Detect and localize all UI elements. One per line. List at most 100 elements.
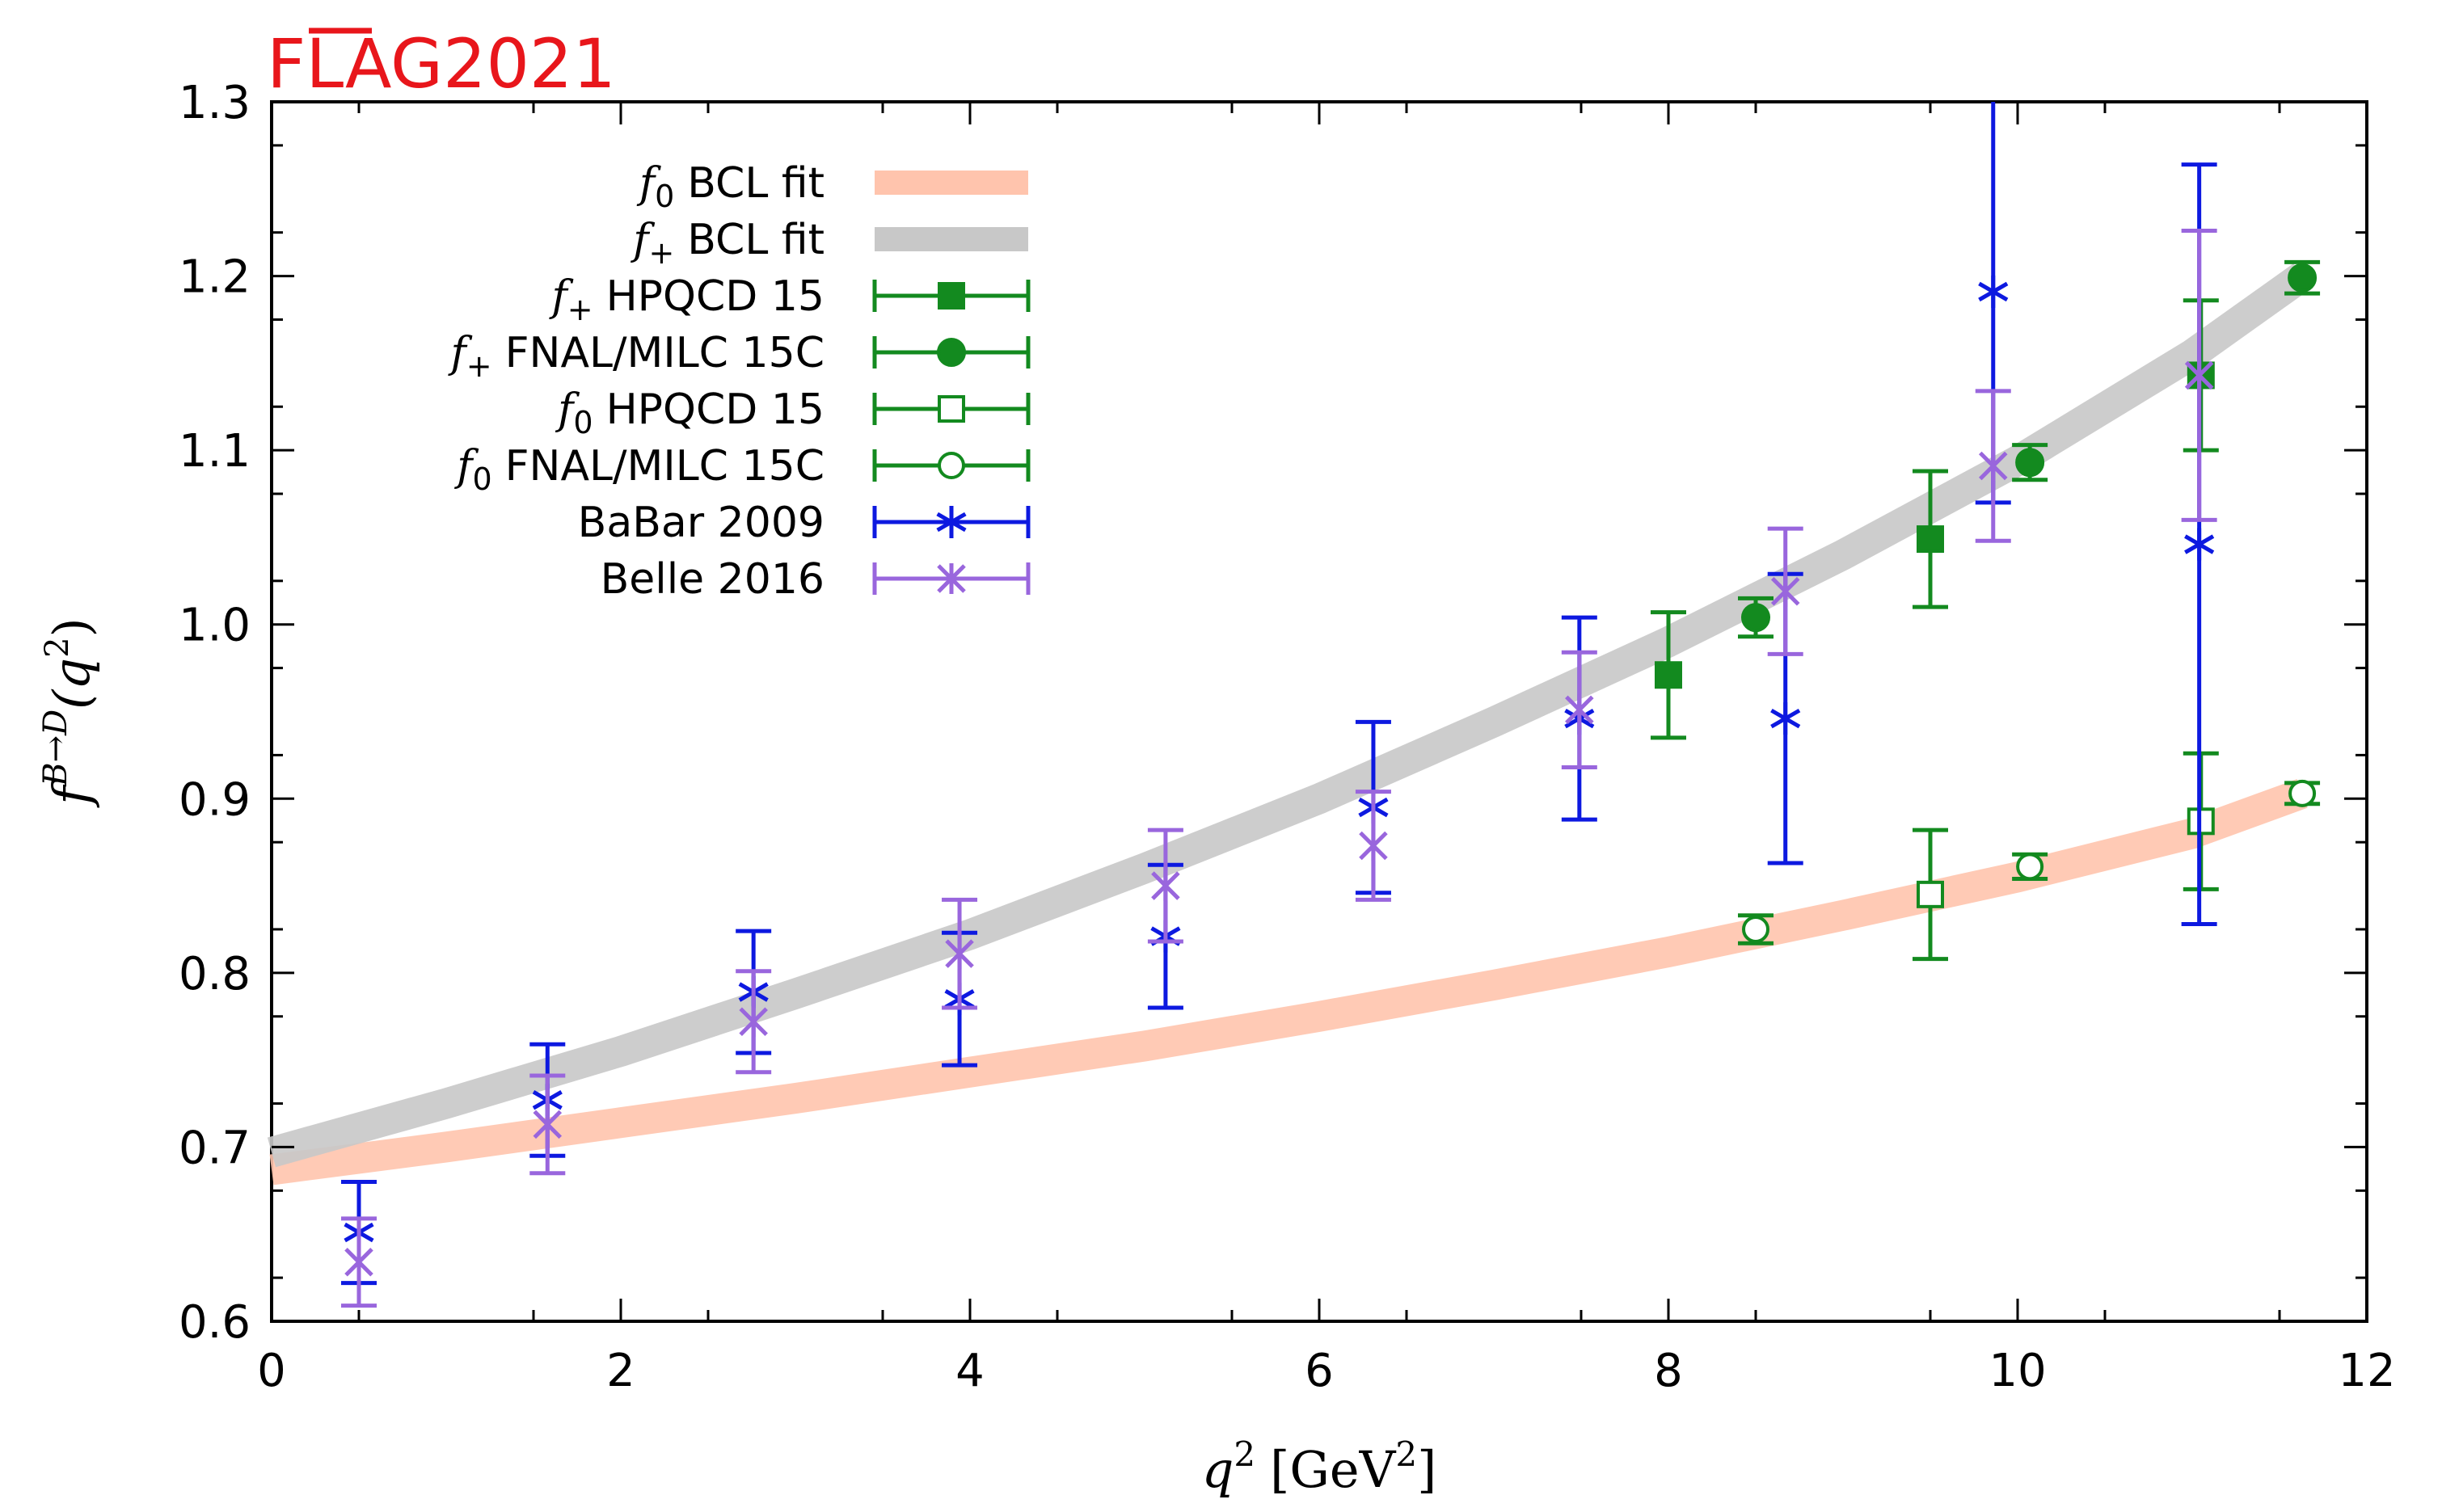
y-tick-label: 0.7 bbox=[179, 1122, 251, 1174]
marker-circle-filled bbox=[2015, 448, 2045, 478]
x-axis-title-unit: [GeV bbox=[1270, 1440, 1396, 1499]
marker-belle bbox=[1770, 575, 1800, 607]
legend-label-babar: BaBar 2009 bbox=[578, 499, 825, 547]
band-f0fit bbox=[269, 778, 2308, 1186]
marker-fn_f0 bbox=[2288, 779, 2317, 807]
marker-fn_f0 bbox=[1742, 915, 1769, 943]
marker-circle-filled bbox=[937, 338, 966, 367]
legend-label-hp_f0-subscript: 0 bbox=[573, 405, 593, 440]
x-tick-label: 8 bbox=[1654, 1345, 1683, 1397]
legend-label-f0fit: f0 BCL fit bbox=[636, 159, 825, 214]
data-points bbox=[341, 102, 2321, 1308]
legend-label-fn_f0: f0 FNAL/MILC 15C bbox=[453, 442, 825, 497]
legend-swatch-hp_fp bbox=[872, 280, 1031, 312]
legend-label-hp_f0: f0 HPQCD 15 bbox=[555, 385, 825, 440]
point-belle bbox=[1767, 526, 1803, 656]
legend-label-hp_fp-text: HPQCD 15 bbox=[606, 272, 825, 321]
legend-label-hp_fp: f+ HPQCD 15 bbox=[548, 272, 825, 327]
marker-circle-filled bbox=[2288, 263, 2318, 293]
y-axis-title-arg-sup: 2 bbox=[39, 637, 76, 657]
x-axis-title-sup: 2 bbox=[1234, 1434, 1255, 1474]
marker-hp_fp bbox=[1655, 661, 1682, 689]
point-hp_fp bbox=[1651, 610, 1686, 740]
legend-swatch-fn_f0 bbox=[872, 449, 1031, 482]
marker-hp_fp bbox=[1917, 525, 1944, 554]
x-axis-title-q: q bbox=[1202, 1440, 1234, 1499]
marker-star-stroke bbox=[1770, 708, 1801, 729]
marker-circle-open bbox=[2016, 853, 2044, 881]
flag-logo: FLAG 2021 bbox=[267, 24, 616, 103]
legend-label-hp_fp-subscript: + bbox=[567, 292, 593, 327]
y-axis-title-sup: B→D bbox=[37, 710, 74, 787]
legend-marker-belle bbox=[937, 563, 966, 594]
x-tick-label: 4 bbox=[955, 1345, 985, 1397]
point-belle bbox=[1147, 828, 1183, 944]
y-tick-label: 0.8 bbox=[179, 948, 251, 1000]
legend-label-f0fit-subscript: 0 bbox=[655, 179, 674, 214]
axis-ticks bbox=[270, 100, 2368, 1323]
marker-circle-open bbox=[2288, 779, 2317, 807]
marker-square-filled bbox=[1655, 661, 1682, 689]
marker-belle bbox=[1151, 870, 1180, 902]
marker-belle bbox=[1565, 694, 1594, 726]
marker-babar bbox=[1770, 702, 1801, 735]
marker-belle bbox=[2184, 360, 2214, 391]
point-belle bbox=[529, 1073, 566, 1176]
y-axis-title-close: ) bbox=[42, 617, 101, 637]
y-axis-title: fB→D(q2) bbox=[37, 617, 101, 807]
marker-belle bbox=[739, 1006, 768, 1038]
point-fn_f0 bbox=[2012, 852, 2048, 881]
marker-belle bbox=[945, 938, 974, 970]
flag-brand-year: 2021 bbox=[443, 24, 616, 103]
x-axis-title-unit-sup: 2 bbox=[1395, 1434, 1417, 1474]
legend-label-fpfit-text: BCL fit bbox=[687, 216, 825, 264]
legend-swatch-belle bbox=[872, 562, 1031, 595]
y-tick-label: 1.3 bbox=[179, 77, 251, 129]
marker-fn_fp bbox=[2288, 263, 2318, 293]
legend-label-fn_f0-subscript: 0 bbox=[472, 461, 491, 497]
point-belle bbox=[341, 1216, 377, 1308]
flag-brand-prefix: FLAG bbox=[267, 24, 443, 103]
legend-label-fn_fp-text: FNAL/MILC 15C bbox=[505, 329, 825, 377]
legend-label-fn_f0-text: FNAL/MILC 15C bbox=[505, 442, 825, 491]
x-tick-label: 6 bbox=[1305, 1345, 1334, 1397]
legend-label-hp_f0-text: HPQCD 15 bbox=[606, 385, 825, 434]
point-hp_fp bbox=[1913, 469, 1948, 609]
point-hp_f0 bbox=[1913, 828, 1948, 962]
marker-star-stroke bbox=[936, 512, 967, 533]
legend-marker-hp_f0 bbox=[938, 395, 965, 423]
legend-label-fn_fp-subscript: + bbox=[466, 348, 492, 384]
marker-circle-open bbox=[938, 452, 965, 479]
point-fn_f0 bbox=[2284, 779, 2321, 807]
marker-circle-open bbox=[1742, 915, 1769, 943]
legend-swatch-babar bbox=[872, 506, 1031, 538]
legend-swatch-hp_f0 bbox=[872, 393, 1031, 425]
point-fn_fp bbox=[2284, 259, 2321, 296]
marker-star-stroke bbox=[1978, 281, 2009, 302]
marker-square-filled bbox=[938, 282, 965, 310]
marker-square-filled bbox=[1917, 525, 1944, 554]
marker-belle bbox=[1978, 450, 2008, 482]
legend-marker-fn_fp bbox=[937, 338, 966, 367]
marker-babar bbox=[2184, 528, 2215, 561]
svg-text:fB→D(q2): fB→D(q2) bbox=[37, 617, 101, 807]
point-belle bbox=[1975, 389, 2011, 543]
legend-label-fn_fp: f+ FNAL/MILC 15C bbox=[448, 329, 825, 384]
x-axis-title: q2 [GeV2] bbox=[1202, 1434, 1437, 1499]
marker-belle bbox=[344, 1246, 373, 1278]
marker-square-open bbox=[938, 395, 965, 423]
y-axis-title-arg: (q bbox=[42, 658, 101, 710]
marker-fn_fp bbox=[2015, 448, 2045, 478]
marker-fn_fp bbox=[1741, 603, 1770, 633]
y-tick-label: 1.2 bbox=[179, 251, 251, 304]
legend-label-f0fit-text: BCL fit bbox=[687, 159, 825, 208]
marker-belle bbox=[533, 1109, 563, 1140]
x-tick-label: 0 bbox=[257, 1345, 286, 1397]
marker-fn_f0 bbox=[2016, 853, 2044, 881]
y-tick-label: 0.6 bbox=[179, 1296, 251, 1349]
legend-label-belle: Belle 2016 bbox=[601, 555, 825, 604]
y-tick-label: 1.0 bbox=[179, 600, 251, 652]
y-tick-label: 1.1 bbox=[179, 425, 251, 478]
